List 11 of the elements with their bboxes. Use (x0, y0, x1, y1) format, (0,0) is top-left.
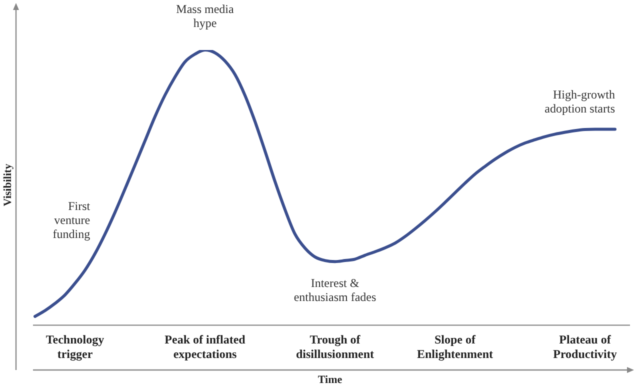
x-tick-label: Technology trigger (46, 332, 104, 361)
x-tick-label: Plateau of Productivity (553, 332, 617, 361)
annotation: High-growth adoption starts (544, 87, 616, 116)
x-tick-label: Trough of disillusionment (296, 332, 374, 361)
x-tick-label: Slope of Enlightenment (416, 332, 494, 361)
x-axis-title: Time (318, 374, 342, 386)
x-tick-label: Peak of inflated expectations (164, 332, 246, 361)
y-axis-title: Visibility (2, 163, 14, 206)
annotation: Mass media hype (176, 2, 234, 30)
annotation: Interest & enthusiasm fades (294, 276, 376, 304)
annotation: First venture funding (52, 198, 91, 241)
